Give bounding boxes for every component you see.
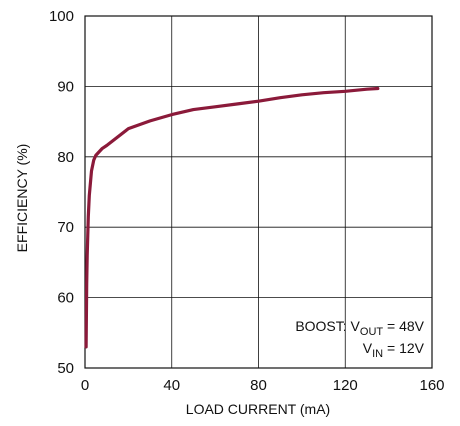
annotation-line-2: VIN = 12V [363, 340, 425, 360]
y-tick-label: 100 [49, 8, 74, 25]
x-tick-label: 80 [250, 377, 267, 394]
y-tick-label: 60 [57, 290, 74, 307]
series-group [84, 86, 380, 349]
y-axis-label: EFFICIENCY (%) [14, 144, 30, 253]
plot-frame [84, 15, 433, 369]
y-tick-labels: 50 60 70 80 90 100 [49, 8, 74, 377]
y-tick-label: 70 [57, 219, 74, 236]
efficiency-series-line [84, 86, 380, 349]
y-tick-label: 90 [57, 78, 74, 95]
x-tick-label: 160 [419, 377, 444, 394]
x-axis-label: LOAD CURRENT (mA) [186, 401, 330, 417]
y-tick-label: 50 [57, 360, 74, 377]
annotation-line-1: BOOST: VOUT = 48V [295, 318, 424, 338]
y-tick-label: 80 [57, 149, 74, 166]
annotation-box: BOOST: VOUT = 48V VIN = 12V [295, 318, 424, 360]
x-tick-label: 40 [163, 377, 180, 394]
x-tick-label: 0 [81, 377, 89, 394]
grid-lines [85, 16, 432, 368]
x-tick-labels: 0 40 80 120 160 [81, 377, 445, 394]
x-tick-label: 120 [333, 377, 358, 394]
